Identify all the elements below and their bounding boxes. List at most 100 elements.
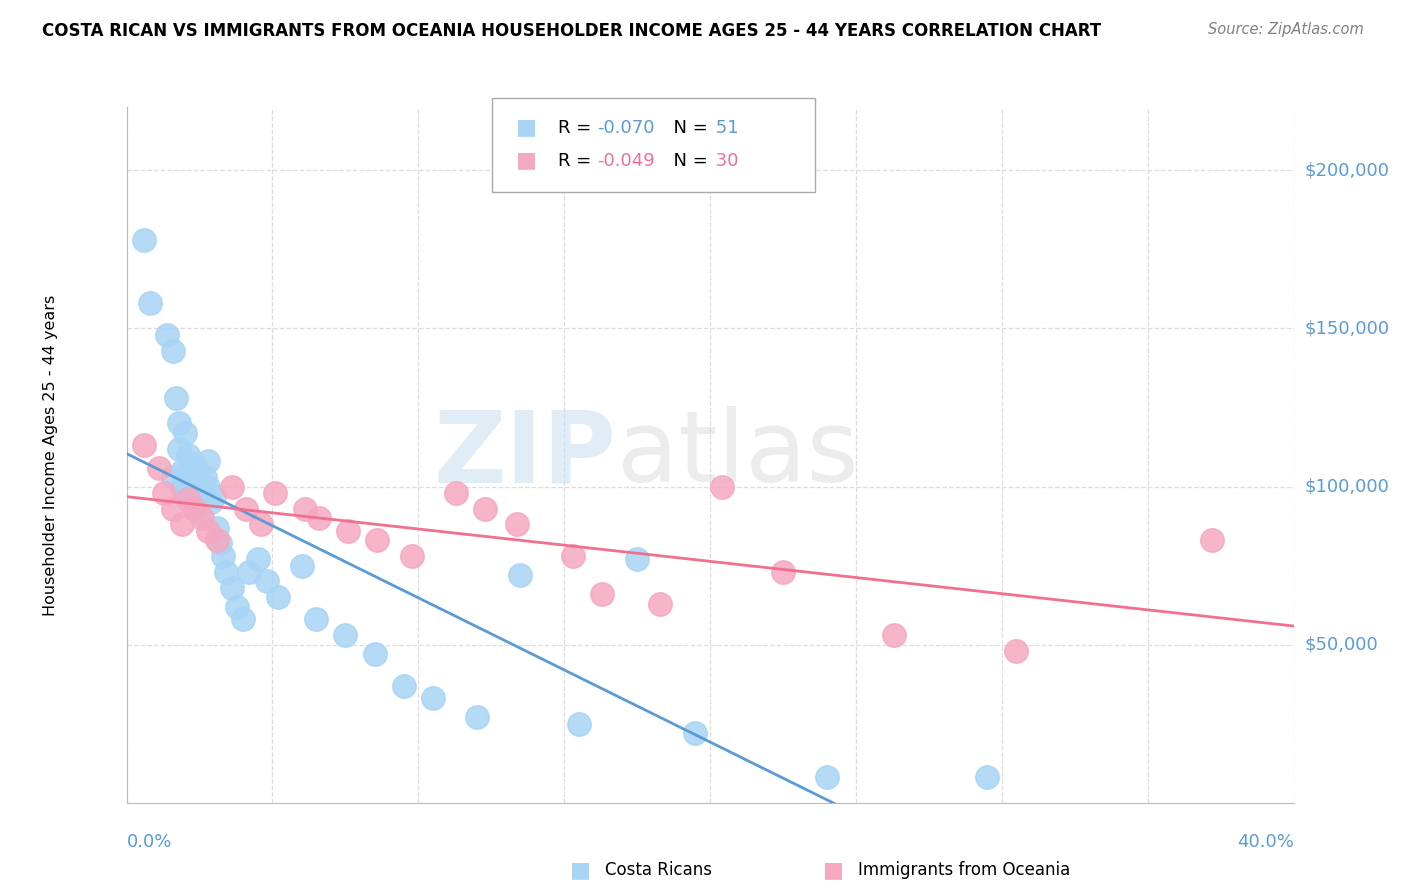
- Point: [174, 486, 197, 500]
- Text: -0.049: -0.049: [598, 152, 655, 169]
- Text: Costa Ricans: Costa Ricans: [605, 861, 711, 879]
- Point: [188, 495, 211, 509]
- Point: [191, 511, 214, 525]
- Point: [267, 591, 290, 605]
- Point: [197, 479, 219, 493]
- Point: [256, 574, 278, 589]
- Text: 0.0%: 0.0%: [127, 833, 172, 851]
- Text: -0.070: -0.070: [598, 119, 655, 136]
- Point: [506, 517, 529, 532]
- Point: [208, 536, 231, 550]
- Point: [335, 628, 357, 642]
- Point: [232, 612, 254, 626]
- Point: [191, 489, 214, 503]
- Point: [132, 438, 155, 452]
- Point: [167, 417, 190, 431]
- Point: [337, 524, 360, 538]
- Point: [183, 458, 205, 472]
- Point: [308, 511, 330, 525]
- Point: [626, 552, 648, 566]
- Text: Source: ZipAtlas.com: Source: ZipAtlas.com: [1208, 22, 1364, 37]
- Text: ■: ■: [823, 860, 844, 880]
- Point: [246, 552, 269, 566]
- Point: [235, 501, 257, 516]
- Point: [226, 599, 249, 614]
- Text: $200,000: $200,000: [1305, 161, 1389, 179]
- Point: [883, 628, 905, 642]
- Point: [162, 470, 184, 484]
- Point: [815, 771, 838, 785]
- Point: [174, 425, 197, 440]
- Point: [290, 558, 312, 573]
- Point: [772, 565, 794, 579]
- Point: [264, 486, 287, 500]
- Text: Immigrants from Oceania: Immigrants from Oceania: [858, 861, 1070, 879]
- Point: [294, 501, 316, 516]
- Point: [685, 726, 707, 740]
- Point: [197, 524, 219, 538]
- Text: N =: N =: [662, 152, 714, 169]
- Point: [170, 479, 193, 493]
- Text: ■: ■: [516, 118, 537, 137]
- Point: [170, 464, 193, 478]
- Point: [366, 533, 388, 548]
- Point: [162, 343, 184, 358]
- Point: [205, 533, 228, 548]
- Point: [1005, 644, 1028, 658]
- Point: [167, 442, 190, 456]
- Point: [202, 489, 225, 503]
- Point: [180, 470, 202, 484]
- Point: [188, 505, 211, 519]
- Text: R =: R =: [558, 152, 598, 169]
- Point: [162, 501, 184, 516]
- Text: $100,000: $100,000: [1305, 477, 1389, 496]
- Point: [194, 470, 217, 484]
- Point: [183, 501, 205, 516]
- Point: [215, 565, 238, 579]
- Point: [221, 479, 243, 493]
- Point: [363, 647, 385, 661]
- Point: [205, 521, 228, 535]
- Text: COSTA RICAN VS IMMIGRANTS FROM OCEANIA HOUSEHOLDER INCOME AGES 25 - 44 YEARS COR: COSTA RICAN VS IMMIGRANTS FROM OCEANIA H…: [42, 22, 1101, 40]
- Point: [148, 460, 170, 475]
- Point: [153, 486, 176, 500]
- Point: [422, 691, 444, 706]
- Text: N =: N =: [662, 119, 714, 136]
- Text: ■: ■: [516, 151, 537, 170]
- Point: [156, 327, 179, 342]
- Point: [401, 549, 423, 563]
- Point: [211, 549, 233, 563]
- Point: [221, 581, 243, 595]
- Text: Householder Income Ages 25 - 44 years: Householder Income Ages 25 - 44 years: [44, 294, 58, 615]
- Point: [180, 486, 202, 500]
- Point: [186, 470, 208, 484]
- Point: [249, 517, 271, 532]
- Text: R =: R =: [558, 119, 598, 136]
- Point: [561, 549, 583, 563]
- Point: [177, 464, 200, 478]
- Point: [465, 710, 488, 724]
- Point: [1201, 533, 1223, 548]
- Point: [177, 492, 200, 507]
- Text: atlas: atlas: [617, 407, 858, 503]
- Point: [976, 771, 998, 785]
- Text: ZIP: ZIP: [434, 407, 617, 503]
- Point: [591, 587, 613, 601]
- Point: [165, 391, 187, 405]
- Text: ■: ■: [569, 860, 591, 880]
- Point: [200, 495, 222, 509]
- Point: [139, 296, 162, 310]
- Point: [474, 501, 496, 516]
- Point: [177, 448, 200, 462]
- Point: [568, 716, 591, 731]
- Point: [650, 597, 672, 611]
- Point: [197, 454, 219, 468]
- Text: $50,000: $50,000: [1305, 636, 1378, 654]
- Text: 30: 30: [710, 152, 738, 169]
- Point: [132, 233, 155, 247]
- Text: 51: 51: [710, 119, 738, 136]
- Point: [186, 486, 208, 500]
- Point: [305, 612, 328, 626]
- Text: 40.0%: 40.0%: [1237, 833, 1294, 851]
- Point: [238, 565, 260, 579]
